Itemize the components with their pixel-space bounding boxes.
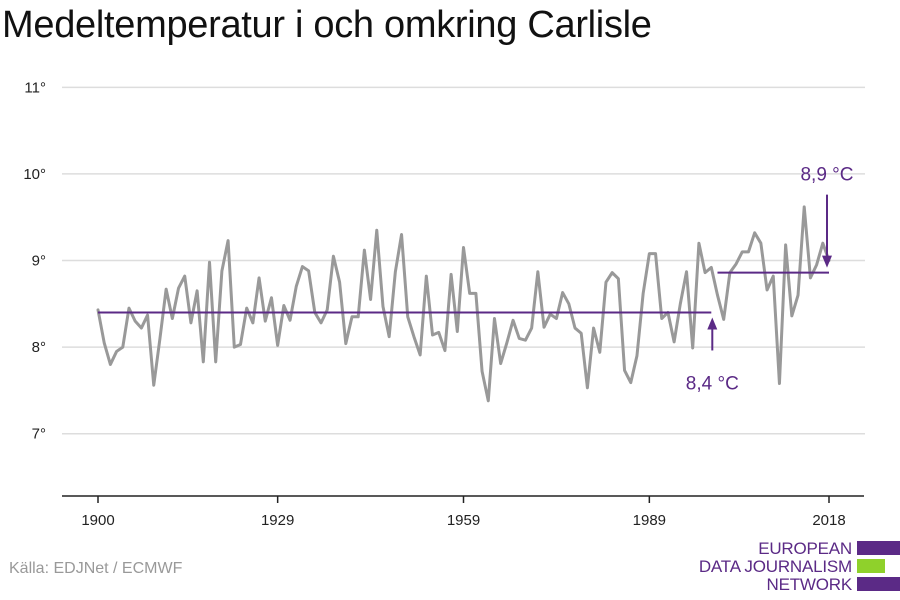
- x-tick-label: 1989: [633, 512, 666, 529]
- x-axis: 1900 1929 1959 1989 2018: [62, 495, 864, 529]
- y-tick-label: 7°: [32, 426, 46, 443]
- y-tick-label: 8°: [32, 339, 46, 356]
- logo-text-line-2: DATA JOURNALISM: [698, 557, 852, 576]
- edjnet-logo[interactable]: EUROPEAN DATA JOURNALISM NETWORK: [698, 538, 900, 596]
- logo-text-line-1: EUROPEAN: [758, 539, 852, 558]
- chart-title: Medeltemperatur i och omkring Carlisle: [2, 4, 652, 46]
- annotation-label-average-2: 8,9 °C: [800, 165, 853, 186]
- annotation-arrow-head: [707, 317, 718, 330]
- annotation-layer: 8,4 °C 8,9 °C: [686, 165, 854, 395]
- x-tick-label: 1929: [261, 512, 294, 529]
- logo-bar-purple-top: [857, 541, 900, 555]
- annotation-arrow-head: [822, 255, 832, 268]
- x-tick-label: 2018: [812, 512, 845, 529]
- average-layer: [98, 271, 829, 314]
- temperature-series-line: [96, 205, 831, 403]
- series-layer: [96, 205, 831, 403]
- y-tick-label: 9°: [32, 253, 46, 270]
- logo-bar-green: [857, 559, 885, 573]
- x-tick-label: 1959: [447, 512, 480, 529]
- annotation-label-average-1: 8,4 °C: [686, 373, 739, 394]
- source-note: Källa: EDJNet / ECMWF: [9, 560, 183, 577]
- logo-text-line-3: NETWORK: [766, 575, 853, 594]
- x-tick-label: 1900: [81, 512, 114, 529]
- y-tick-labels: 7° 8° 9° 10° 11°: [23, 79, 46, 442]
- y-tick-label: 11°: [24, 79, 46, 96]
- y-tick-label: 10°: [23, 166, 46, 183]
- logo-bar-purple-bottom: [857, 577, 900, 591]
